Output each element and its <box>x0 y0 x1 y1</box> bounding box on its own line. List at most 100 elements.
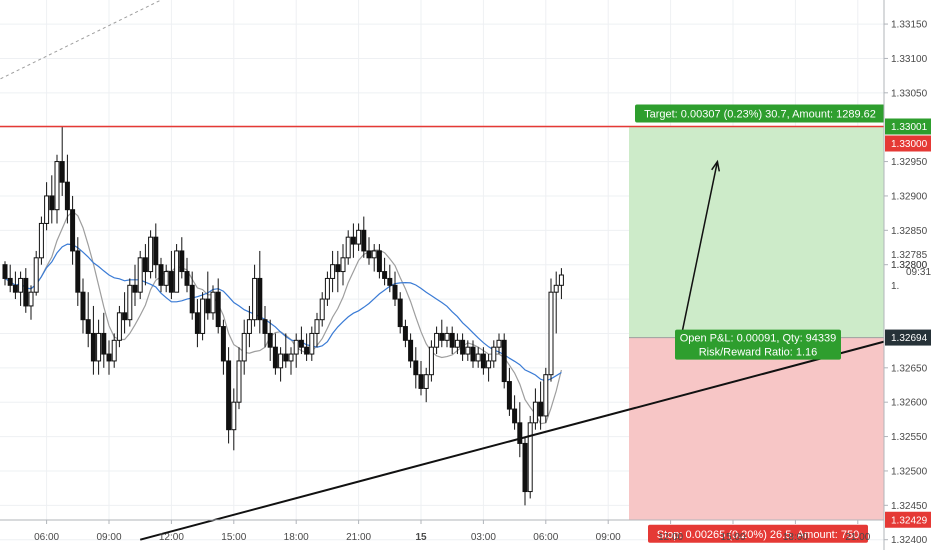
candle-body <box>236 360 242 403</box>
price-tick-label: 1.32400 <box>891 535 928 546</box>
price-level-badge-red-bg <box>885 135 931 152</box>
price-tick-label: 1.32850 <box>891 226 928 237</box>
candle-body <box>475 353 481 362</box>
price-level-badge-red: 1.33000 <box>891 139 928 150</box>
candle-body <box>465 346 471 355</box>
candle-body <box>111 339 117 362</box>
candle-body <box>413 360 419 376</box>
candle-body <box>142 257 148 273</box>
time-tick-label: 15:00 <box>720 532 745 543</box>
candle-body <box>184 271 190 286</box>
time-tick-label: 15 <box>415 532 427 543</box>
candle-body <box>18 277 24 293</box>
candle-body <box>116 312 122 341</box>
candle-body <box>127 284 133 321</box>
candle-body <box>517 422 523 444</box>
candle-body <box>70 209 76 252</box>
candle-body <box>527 422 533 493</box>
candle-body <box>252 277 258 321</box>
time-tick-label: 21:00 <box>845 532 870 543</box>
time-tick-label: 09:00 <box>96 532 121 543</box>
time-tick-label: 06:00 <box>34 532 59 543</box>
candle-body <box>356 229 362 245</box>
candles <box>2 127 564 506</box>
candle-body <box>558 274 564 286</box>
current-price-label: 1.32785 <box>891 250 928 261</box>
candle-body <box>246 319 252 334</box>
candle-body <box>106 353 112 362</box>
candle-body <box>324 277 330 300</box>
candle-body <box>262 319 268 334</box>
arrow-head <box>711 159 721 172</box>
candle-body <box>59 161 65 183</box>
current-time-label: 09:31 <box>906 267 931 278</box>
candle-body <box>532 401 538 424</box>
price-level-badge-bg <box>885 329 931 346</box>
price-tick-label: 1.32600 <box>891 398 928 409</box>
open-pnl-label: Open P&L: 0.00091, Qty: 94339 <box>680 333 837 345</box>
candle-body <box>168 271 174 293</box>
candle-body <box>340 257 346 273</box>
candle-body <box>439 332 445 341</box>
stop-label: Stop: 0.00265 (0.20%) 26.5, Amount: 750 <box>657 529 859 541</box>
price-tick-label: 1.32950 <box>891 157 928 168</box>
price-tick-label: 1. <box>891 281 899 292</box>
candle-body <box>85 319 91 334</box>
candle-body <box>314 319 320 334</box>
candle-body <box>319 298 325 321</box>
candle-body <box>80 291 86 321</box>
candle-body <box>402 326 408 341</box>
candle-body <box>101 332 107 355</box>
candle-body <box>283 353 289 362</box>
candle-body <box>501 339 507 383</box>
candle-body <box>23 277 29 307</box>
candle-body <box>28 291 34 307</box>
candle-body <box>54 161 60 211</box>
support-trendline <box>139 332 916 541</box>
price-tick-label: 1.33100 <box>891 54 928 65</box>
candle-body <box>12 284 18 293</box>
candle-body <box>90 332 96 362</box>
candle-body <box>153 236 159 266</box>
candle-body <box>75 250 81 293</box>
time-tick-label: 18:00 <box>783 532 808 543</box>
candle-body <box>304 346 310 355</box>
candle-body <box>553 284 559 293</box>
candle-body <box>132 284 138 293</box>
risk-reward-label: Risk/Reward Ratio: 1.16 <box>699 347 818 359</box>
candle-body <box>512 408 518 424</box>
price-tick-label: 1.32500 <box>891 466 928 477</box>
candle-body <box>434 332 440 348</box>
candle-body <box>480 353 486 369</box>
price-tick-label: 1.32800 <box>891 260 928 271</box>
candle-body <box>267 332 273 348</box>
candle-body <box>309 332 315 355</box>
candle-body <box>376 250 382 273</box>
candle-body <box>96 332 102 362</box>
time-tick-label: 12:00 <box>658 532 683 543</box>
candle-body <box>7 277 13 286</box>
candle-body <box>444 332 450 341</box>
price-level-badge: 1.32694 <box>891 333 928 344</box>
candle-body <box>522 442 528 493</box>
candle-body <box>382 271 388 279</box>
price-tick-label: 1.32900 <box>891 191 928 202</box>
candle-body <box>158 264 164 286</box>
time-tick-label: 03:00 <box>471 532 496 543</box>
candle-body <box>408 339 414 362</box>
candle-body <box>64 181 70 211</box>
candle-body <box>543 374 549 417</box>
candle-body <box>298 339 304 348</box>
loss-zone <box>629 337 921 520</box>
candle-body <box>122 312 128 321</box>
candle-body <box>371 250 377 259</box>
candle-body <box>215 291 221 328</box>
candle-body <box>174 250 180 293</box>
candle-body <box>231 401 237 431</box>
candle-body <box>163 271 169 286</box>
candle-body <box>454 339 460 348</box>
target-label-box <box>635 104 885 123</box>
candle-body <box>538 401 544 417</box>
candle-body <box>428 346 434 376</box>
